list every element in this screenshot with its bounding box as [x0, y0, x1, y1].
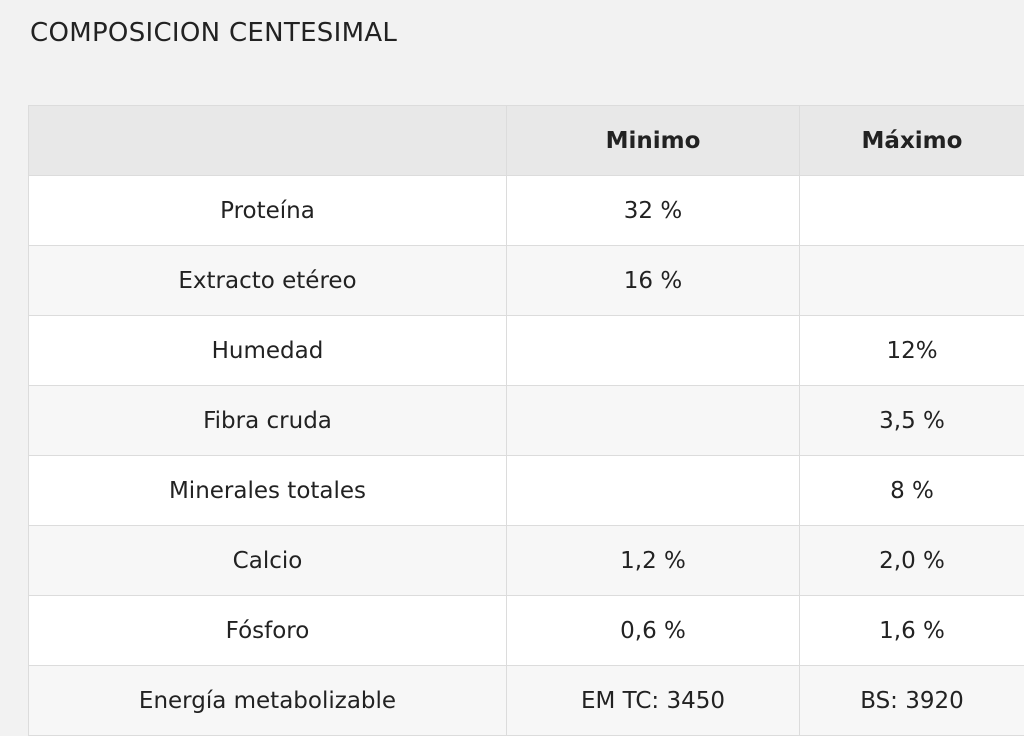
- value-cell: 1,6 %: [800, 596, 1024, 666]
- value-cell: [800, 246, 1024, 316]
- header-cell: Máximo: [800, 106, 1024, 176]
- header-row: Minimo Máximo: [29, 106, 1024, 176]
- header-cell: [29, 106, 507, 176]
- value-cell: 8 %: [800, 456, 1024, 526]
- value-cell: [507, 316, 800, 386]
- value-cell: 16 %: [507, 246, 800, 316]
- value-cell: [507, 386, 800, 456]
- row-label: Calcio: [29, 526, 507, 596]
- value-cell: BS: 3920: [800, 666, 1024, 736]
- table-row: Minerales totales 8 %: [29, 456, 1024, 526]
- row-label: Extracto etéreo: [29, 246, 507, 316]
- value-cell: 12%: [800, 316, 1024, 386]
- value-cell: 1,2 %: [507, 526, 800, 596]
- row-label: Proteína: [29, 176, 507, 246]
- value-cell: [800, 176, 1024, 246]
- value-cell: 32 %: [507, 176, 800, 246]
- value-cell: 2,0 %: [800, 526, 1024, 596]
- row-label: Humedad: [29, 316, 507, 386]
- value-cell: 3,5 %: [800, 386, 1024, 456]
- page-title: COMPOSICION CENTESIMAL: [30, 18, 397, 48]
- table-row: Humedad 12%: [29, 316, 1024, 386]
- row-label: Minerales totales: [29, 456, 507, 526]
- header-cell: Minimo: [507, 106, 800, 176]
- row-label: Fibra cruda: [29, 386, 507, 456]
- row-label: Energía metabolizable: [29, 666, 507, 736]
- value-cell: 0,6 %: [507, 596, 800, 666]
- value-cell: [507, 456, 800, 526]
- row-label: Fósforo: [29, 596, 507, 666]
- value-cell: EM TC: 3450: [507, 666, 800, 736]
- table-row: Fibra cruda 3,5 %: [29, 386, 1024, 456]
